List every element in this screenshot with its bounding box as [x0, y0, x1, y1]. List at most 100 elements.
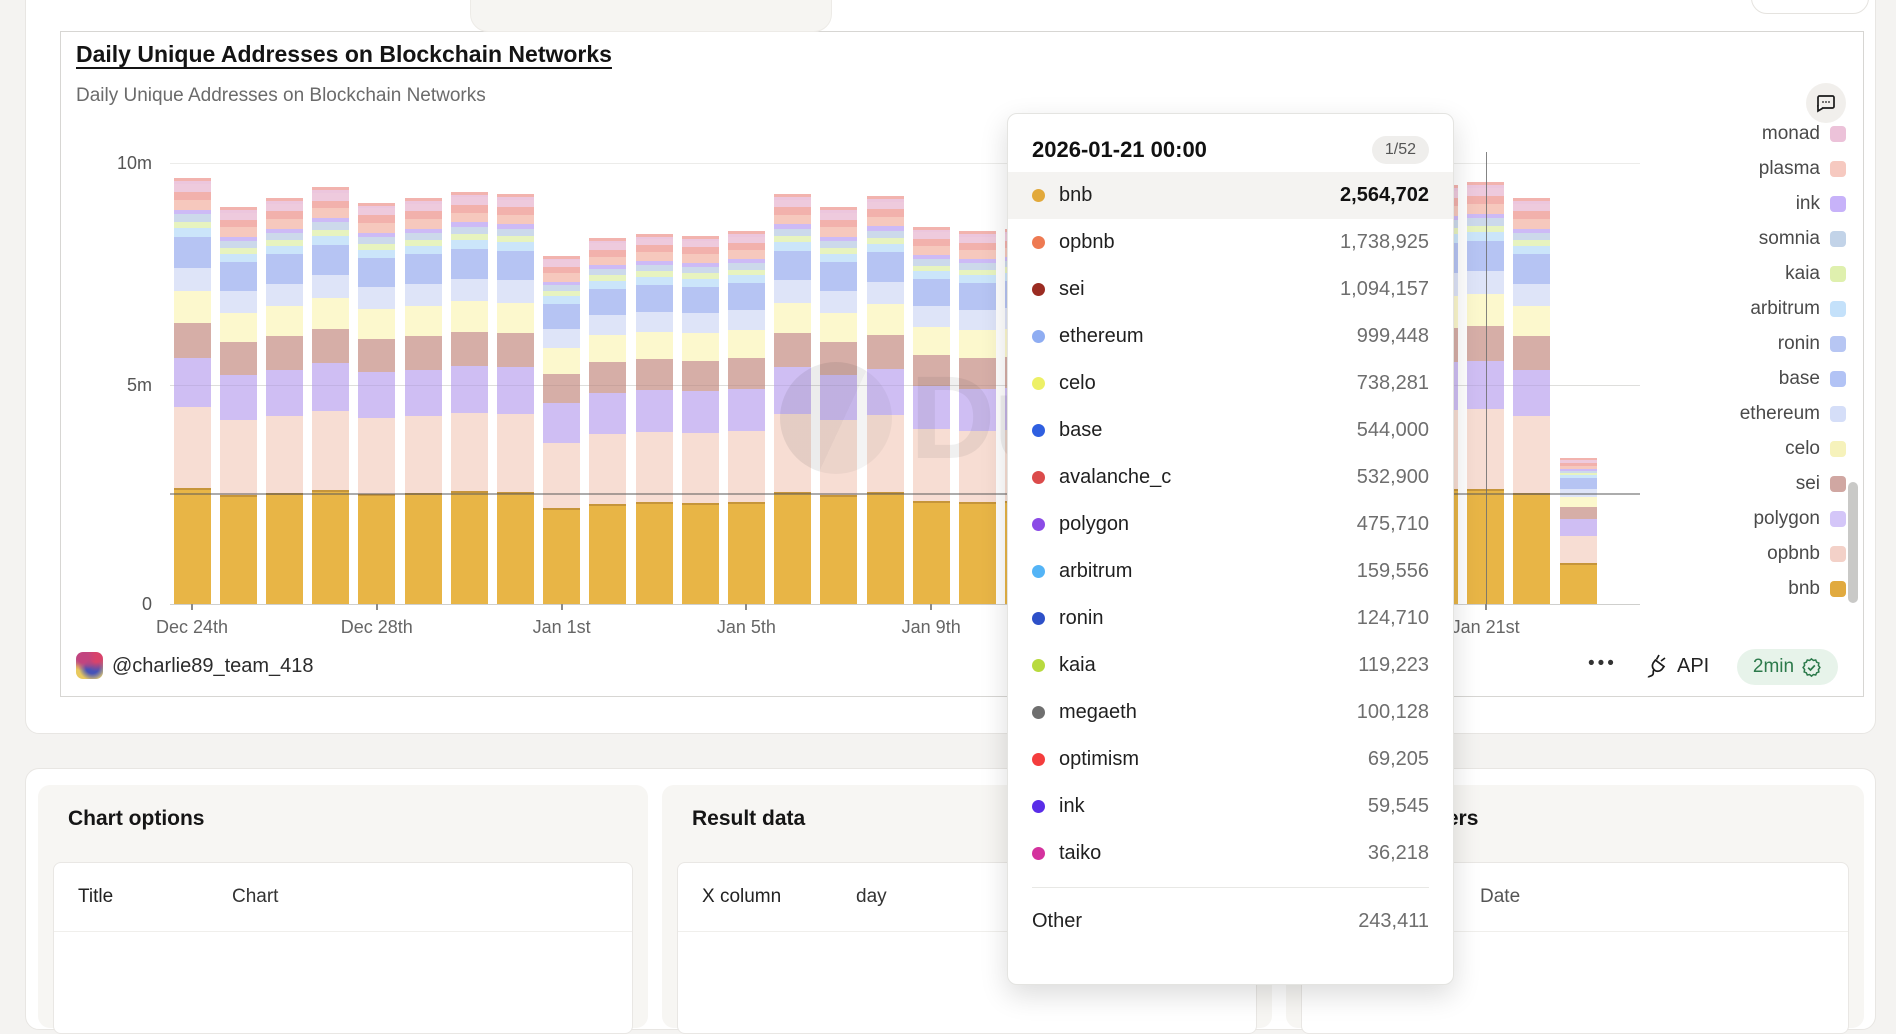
- avatar[interactable]: [76, 652, 103, 679]
- row-label: X column: [702, 886, 782, 907]
- chart-bar-dec-26[interactable]: [265, 198, 303, 604]
- bar-segment-polygon: [450, 366, 488, 414]
- x-axis-line: [170, 604, 1640, 605]
- legend-item-arbitrum[interactable]: arbitrum: [1640, 291, 1846, 326]
- series-name: optimism: [1059, 748, 1140, 770]
- chart-bar-jan-10[interactable]: [958, 231, 996, 604]
- legend-scrollbar[interactable]: [1848, 482, 1858, 603]
- legend-item-opbnb[interactable]: opbnb: [1640, 536, 1846, 571]
- bar-segment-ethereum: [820, 290, 858, 313]
- series-value: 36,218: [1367, 842, 1429, 864]
- tooltip-divider: [1032, 887, 1429, 888]
- api-button[interactable]: API: [1645, 653, 1709, 679]
- bar-segment-other: [681, 235, 719, 241]
- bar-segment-ethereum: [589, 315, 627, 336]
- chart-bar-jan-3[interactable]: [635, 233, 673, 604]
- bar-segment-avalanche_c: [820, 219, 858, 228]
- legend-item-kaia[interactable]: kaia: [1640, 256, 1846, 291]
- hover-crosshair: [1485, 152, 1487, 604]
- top-right-button[interactable]: [1751, 0, 1869, 14]
- legend-item-celo[interactable]: celo: [1640, 431, 1846, 466]
- series-dot: [1032, 518, 1045, 531]
- x-axis-label-dec-28th: Dec 28th: [340, 617, 413, 637]
- legend-item-ethereum[interactable]: ethereum: [1640, 396, 1846, 431]
- chart-bar-jan-8[interactable]: [866, 196, 904, 604]
- chart-bar-jan-1[interactable]: [543, 255, 581, 604]
- gridline-10m: [170, 163, 1640, 164]
- legend-item-polygon[interactable]: polygon: [1640, 501, 1846, 536]
- bar-segment-arbitrum: [866, 243, 904, 253]
- chart-bar-jan-6[interactable]: [774, 193, 812, 604]
- chart-bar-dec-25[interactable]: [219, 207, 257, 604]
- legend-swatch: [1830, 230, 1846, 247]
- chart-bar-jan-7[interactable]: [820, 207, 858, 604]
- chart-bar-dec-27[interactable]: [312, 187, 350, 604]
- bar-segment-monad: [727, 236, 765, 244]
- chart-bar-jan-5[interactable]: [727, 231, 765, 604]
- bar-segment-plasma: [820, 227, 858, 237]
- bar-segment-bnb: [543, 508, 581, 604]
- bar-segment-opbnb: [681, 433, 719, 504]
- x-axis-tick: [1484, 604, 1487, 610]
- bar-segment-plasma: [496, 214, 534, 225]
- series-dot: [1032, 753, 1045, 766]
- legend-item-sei[interactable]: sei: [1640, 466, 1846, 501]
- refresh-status-pill[interactable]: 2min: [1737, 649, 1838, 685]
- bar-segment-monad: [265, 203, 303, 212]
- bar-segment-celo: [543, 348, 581, 375]
- legend-item-bnb[interactable]: bnb: [1640, 571, 1846, 606]
- author-handle[interactable]: @charlie89_team_418: [112, 655, 314, 677]
- legend-item-plasma[interactable]: plasma: [1640, 151, 1846, 186]
- bar-segment-ink: [1513, 228, 1551, 233]
- comment-button[interactable]: [1806, 83, 1846, 123]
- bar-segment-ethereum: [727, 309, 765, 331]
- chart-bar-jan-23[interactable]: [1559, 458, 1597, 604]
- x-axis-label-jan-5th: Jan 5th: [716, 617, 776, 637]
- bar-segment-bnb: [1559, 563, 1597, 604]
- chart-bar-jan-9[interactable]: [912, 226, 950, 604]
- bar-segment-other: [496, 193, 534, 200]
- bar-segment-celo: [404, 306, 442, 337]
- legend-item-ronin[interactable]: ronin: [1640, 326, 1846, 361]
- bar-segment-opbnb: [173, 407, 211, 488]
- legend-item-monad[interactable]: monad: [1640, 116, 1846, 151]
- more-options-button[interactable]: •••: [1588, 653, 1617, 674]
- bar-segment-monad: [450, 197, 488, 205]
- chart-bar-dec-30[interactable]: [450, 191, 488, 604]
- legend-label: base: [1778, 367, 1820, 389]
- bar-segment-somnia: [450, 226, 488, 234]
- bar-segment-base: [912, 279, 950, 307]
- chart-bar-jan-2[interactable]: [589, 237, 627, 604]
- bar-segment-ink: [543, 281, 581, 286]
- chart-bar-dec-31[interactable]: [496, 193, 534, 604]
- date-parameter-field[interactable]: Date: [1480, 886, 1521, 907]
- title-field[interactable]: Chart: [232, 886, 279, 907]
- series-name: avalanche_c: [1059, 466, 1172, 488]
- bar-segment-celo: [450, 301, 488, 332]
- chart-bar-jan-22[interactable]: [1513, 198, 1551, 604]
- top-tab[interactable]: [470, 0, 832, 32]
- legend-item-base[interactable]: base: [1640, 361, 1846, 396]
- chart-bar-dec-24[interactable]: [173, 178, 211, 604]
- legend-swatch: [1830, 160, 1846, 177]
- bar-segment-opbnb: [820, 420, 858, 496]
- bar-segment-plasma: [681, 254, 719, 264]
- chart-title-link[interactable]: Daily Unique Addresses on Blockchain Net…: [76, 41, 612, 67]
- bar-segment-opbnb: [358, 418, 396, 495]
- bar-segment-polygon: [866, 368, 904, 416]
- bar-segment-arbitrum: [820, 253, 858, 262]
- y-axis-tick-5m: 5m: [126, 375, 152, 395]
- chart-bar-jan-4[interactable]: [681, 235, 719, 604]
- bar-segment-monad: [774, 199, 812, 207]
- bar-segment-celo: [820, 312, 858, 343]
- chart-bar-dec-29[interactable]: [404, 198, 442, 604]
- chart-bar-dec-28[interactable]: [358, 202, 396, 604]
- tooltip-row-bnb: bnb 2,564,702: [1008, 172, 1453, 219]
- bar-segment-celo: [635, 331, 673, 360]
- x-column-field[interactable]: day: [856, 886, 887, 907]
- bar-segment-kaia: [1559, 473, 1597, 476]
- verified-check-icon: [1801, 657, 1822, 678]
- bar-segment-base: [219, 261, 257, 291]
- legend-item-somnia[interactable]: somnia: [1640, 221, 1846, 256]
- legend-item-ink[interactable]: ink: [1640, 186, 1846, 221]
